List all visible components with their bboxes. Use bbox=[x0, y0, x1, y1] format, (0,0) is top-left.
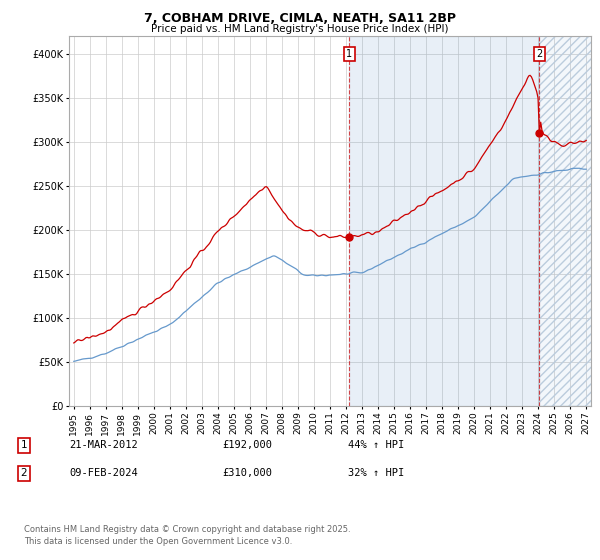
Text: 44% ↑ HPI: 44% ↑ HPI bbox=[348, 440, 404, 450]
Text: 1: 1 bbox=[20, 440, 28, 450]
Text: 7, COBHAM DRIVE, CIMLA, NEATH, SA11 2BP: 7, COBHAM DRIVE, CIMLA, NEATH, SA11 2BP bbox=[144, 12, 456, 25]
Text: 09-FEB-2024: 09-FEB-2024 bbox=[69, 468, 138, 478]
Text: £310,000: £310,000 bbox=[222, 468, 272, 478]
Text: £192,000: £192,000 bbox=[222, 440, 272, 450]
Text: 21-MAR-2012: 21-MAR-2012 bbox=[69, 440, 138, 450]
Text: 1: 1 bbox=[346, 49, 352, 59]
Text: Price paid vs. HM Land Registry's House Price Index (HPI): Price paid vs. HM Land Registry's House … bbox=[151, 24, 449, 34]
Text: 2: 2 bbox=[536, 49, 542, 59]
Bar bbox=[539, 36, 594, 406]
Text: 2: 2 bbox=[20, 468, 28, 478]
Bar bbox=[539, 36, 594, 406]
Text: Contains HM Land Registry data © Crown copyright and database right 2025.
This d: Contains HM Land Registry data © Crown c… bbox=[24, 525, 350, 546]
Text: 32% ↑ HPI: 32% ↑ HPI bbox=[348, 468, 404, 478]
Bar bbox=[349, 36, 539, 406]
